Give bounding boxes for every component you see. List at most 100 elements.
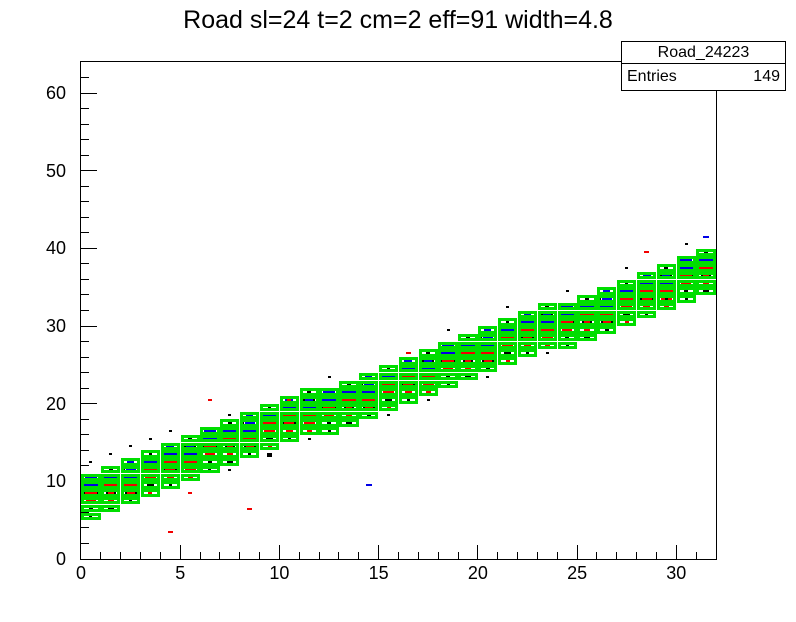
hit-box-red [165, 467, 176, 472]
road-bin-box [438, 341, 458, 350]
stats-entries-row: Entries 149 [622, 64, 785, 89]
x-axis-tick-label: 25 [567, 563, 588, 583]
hit-box-blue [201, 435, 219, 442]
y-axis-tick-label: 30 [45, 316, 66, 337]
hit-box-blue [166, 444, 175, 448]
hit-box-red [323, 405, 335, 410]
road-bin-box [259, 442, 280, 451]
hit-box-red [404, 390, 412, 394]
road-bin-box [160, 458, 180, 466]
road-bin-box [676, 279, 696, 288]
hit-box-black [89, 515, 93, 518]
hit-box-red [204, 444, 216, 449]
hit-box-red [505, 359, 510, 362]
hit-box-blue [363, 382, 374, 387]
hit-box-black [327, 375, 331, 378]
hit-box-red [500, 334, 515, 341]
road-bin-box [418, 380, 438, 388]
hit-box-red [644, 251, 649, 254]
road-bin-box [418, 365, 438, 373]
hit-box-red [107, 499, 114, 502]
hit-box-blue [442, 343, 455, 348]
road-bin-box [458, 333, 478, 342]
hit-box-red [420, 373, 437, 380]
hit-box-red [364, 406, 373, 410]
hit-box-black [525, 352, 530, 355]
hit-box-blue [220, 427, 239, 435]
road-bin-box [259, 403, 280, 412]
hit-box-red [245, 444, 254, 448]
road-bin-box [597, 287, 617, 295]
road-bin-box [81, 481, 101, 489]
hit-box-blue [84, 475, 97, 480]
road-bin-box [220, 419, 240, 427]
hit-box-red [143, 466, 158, 473]
hit-box-red [681, 281, 692, 286]
road-bin-box [458, 372, 478, 381]
hit-box-red [539, 326, 556, 333]
hit-box-black [426, 398, 430, 401]
road-bin-box [656, 287, 676, 295]
road-bin-box [81, 489, 101, 497]
hit-box-black [168, 429, 172, 432]
road-bin-box [636, 310, 657, 319]
road-bin-box [696, 279, 716, 288]
road-bin-box [577, 302, 597, 311]
road-bin-box [81, 473, 101, 482]
road-bin-box [259, 419, 280, 427]
hit-box-blue [539, 319, 555, 326]
road-bin-box [498, 333, 518, 342]
road-bin-box [120, 465, 141, 474]
hit-box-blue [182, 451, 198, 458]
road-bin-box [478, 326, 498, 334]
hit-box-red [697, 264, 715, 272]
road-bin-box [438, 365, 458, 373]
road-bin-box [557, 341, 577, 350]
road-bin-box [339, 403, 359, 412]
road-bin-box [398, 380, 419, 388]
hit-box-black [208, 460, 212, 463]
road-bin-box [498, 349, 518, 357]
road-bin-box [120, 473, 141, 482]
road-bin-box [299, 396, 319, 404]
road-bin-box [299, 388, 319, 396]
road-bin-box [101, 465, 121, 474]
road-bin-box [418, 388, 438, 396]
road-bin-box [160, 465, 180, 474]
hit-box-black [129, 445, 133, 448]
hit-box-red [247, 507, 253, 510]
hit-box-red [663, 305, 669, 308]
y-axis-tick-label: 40 [45, 238, 66, 259]
road-bin-box [577, 310, 597, 319]
hit-box-blue [601, 296, 612, 301]
hit-box-black [327, 429, 331, 432]
road-bin-box [120, 458, 141, 466]
hit-box-red [524, 344, 531, 347]
road-bin-box [160, 442, 180, 451]
road-bin-box [617, 310, 637, 319]
road-bin-box [398, 372, 419, 381]
road-bin-box [577, 318, 597, 326]
hit-box-red [383, 389, 395, 395]
hit-box-red [624, 321, 629, 324]
road-bin-box [577, 295, 597, 303]
road-bin-box [656, 295, 676, 303]
hit-box-black [545, 352, 549, 355]
road-bin-box [319, 396, 339, 404]
road-bin-box [636, 287, 657, 295]
road-bin-box [498, 357, 518, 365]
hit-box-black [644, 313, 649, 316]
road-bin-box [478, 349, 498, 357]
road-bin-box [517, 326, 538, 334]
hit-box-red [519, 326, 536, 333]
hit-box-red [102, 481, 120, 489]
road-bin-box [537, 318, 557, 326]
road-bin-box [220, 458, 240, 466]
hit-box-black [346, 383, 351, 386]
hit-box-red [303, 420, 315, 426]
hit-box-red [84, 490, 97, 496]
hit-box-red [306, 429, 312, 432]
hit-box-red [638, 287, 655, 295]
road-bin-box [438, 349, 458, 357]
road-bin-box [517, 349, 538, 357]
